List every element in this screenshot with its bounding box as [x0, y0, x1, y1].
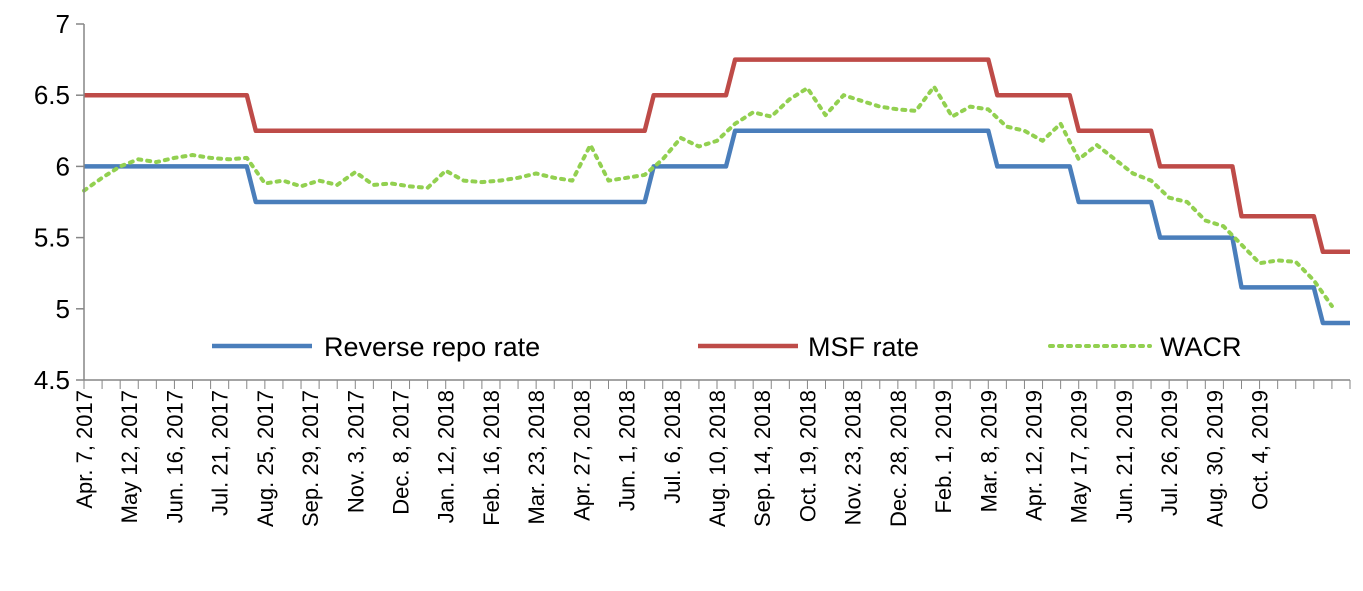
series-line-msf-rate [84, 57, 1350, 255]
series-line-wacr [82, 84, 1334, 308]
x-tick-label: Sep. 14, 2018 [750, 390, 775, 527]
x-tick-label: Dec. 28, 2018 [886, 390, 911, 527]
y-tick-label: 5.5 [34, 223, 70, 253]
x-tick-label: Jun. 21, 2019 [1112, 390, 1137, 523]
x-tick-label: Mar. 23, 2018 [524, 390, 549, 525]
legend: Reverse repo rate MSF rate WACR [212, 332, 1242, 362]
x-tick-label: Jul. 26, 2019 [1157, 390, 1182, 516]
x-tick-label: Feb. 16, 2018 [479, 390, 504, 526]
y-tick-labels: 4.5 5 5.5 6 6.5 7 [34, 9, 70, 395]
x-tick-label: Mar. 8, 2019 [976, 390, 1001, 512]
axes [76, 23, 1351, 389]
x-tick-label: Nov. 23, 2018 [841, 390, 866, 525]
x-tick-label: Feb. 1, 2019 [931, 390, 956, 514]
x-tick-label: Apr. 7, 2017 [72, 390, 97, 509]
x-tick-label: May 17, 2019 [1067, 390, 1092, 523]
y-tick-label: 6 [56, 151, 70, 181]
x-tick-label: Jul. 6, 2018 [660, 390, 685, 504]
x-tick-label: Apr. 12, 2019 [1022, 390, 1047, 521]
x-tick-label: Jul. 21, 2017 [208, 390, 233, 516]
x-tick-label: May 12, 2017 [117, 390, 142, 523]
x-tick-label: Apr. 27, 2018 [569, 390, 594, 521]
x-tick-label: Jun. 1, 2018 [615, 390, 640, 511]
series-line-reverse-repo-rate [84, 128, 1350, 326]
y-tick-label: 7 [56, 9, 70, 39]
x-tick-labels: Apr. 7, 2017 May 12, 2017 Jun. 16, 2017 Jul… [72, 390, 1273, 527]
x-tick-label: Jan. 12, 2018 [434, 390, 459, 523]
y-tick-label: 6.5 [34, 80, 70, 110]
x-tick-label: Sep. 29, 2017 [298, 390, 323, 527]
x-tick-label: Oct. 19, 2018 [795, 390, 820, 522]
x-tick-label: Aug. 10, 2018 [705, 390, 730, 527]
x-tick-label: Oct. 4, 2019 [1248, 390, 1273, 510]
y-tick-label: 4.5 [34, 365, 70, 395]
legend-label-msf-rate: MSF rate [808, 332, 919, 362]
x-tick-label: Aug. 30, 2019 [1202, 390, 1227, 527]
y-tick-label: 5 [56, 294, 70, 324]
plot-lines [82, 57, 1350, 326]
x-tick-label: Jun. 16, 2017 [162, 390, 187, 523]
legend-label-reverse-repo-rate: Reverse repo rate [324, 332, 540, 362]
x-tick-label: Dec. 8, 2017 [389, 390, 414, 515]
legend-label-wacr: WACR [1160, 332, 1242, 362]
x-tick-label: Nov. 3, 2017 [343, 390, 368, 513]
x-tick-label: Aug. 25, 2017 [253, 390, 278, 527]
